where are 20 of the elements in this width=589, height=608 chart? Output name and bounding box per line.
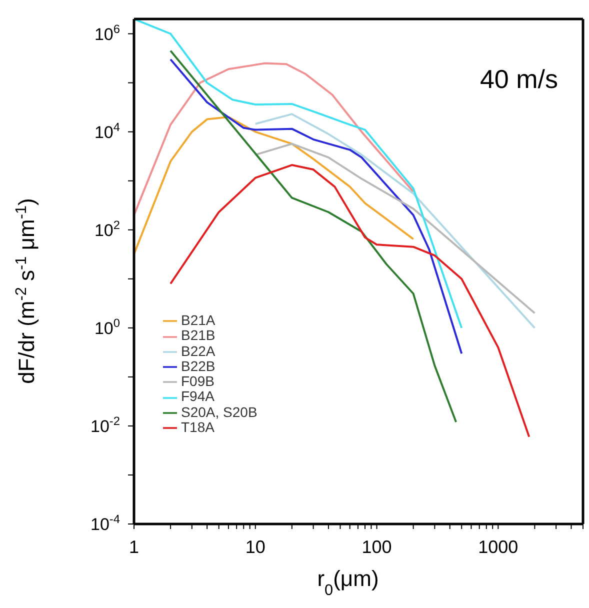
y-tick-label: 10$^{4}$ — [94, 120, 120, 142]
legend-label: F09B — [181, 373, 214, 390]
legend-label: F94A — [181, 388, 214, 404]
legend-label: B22B — [181, 358, 216, 374]
y-tick-label: 10$^{-2}$ — [90, 414, 120, 436]
x-tick-label: 1000 — [478, 537, 518, 557]
legend-label: B21B — [181, 327, 216, 344]
annotation: 40 m/s — [480, 64, 558, 94]
legend-label: S20A, S20B — [181, 404, 258, 420]
legend-label: B21A — [181, 312, 216, 328]
x-tick-label: 10 — [245, 537, 266, 557]
legend-label: T18A — [181, 419, 214, 436]
y-tick-label: 10$^{2}$ — [94, 218, 120, 240]
x-axis-title: r$_{0}$(μm) — [317, 566, 379, 598]
y-tick-label: 10$^{6}$ — [94, 22, 120, 44]
legend-label: B22A — [181, 342, 216, 359]
x-tick-label: 1 — [128, 537, 140, 557]
x-tick-label: 100 — [362, 537, 392, 557]
y-tick-label: 10$^{0}$ — [94, 316, 120, 338]
y-tick-label: 10$^{-4}$ — [90, 512, 120, 534]
